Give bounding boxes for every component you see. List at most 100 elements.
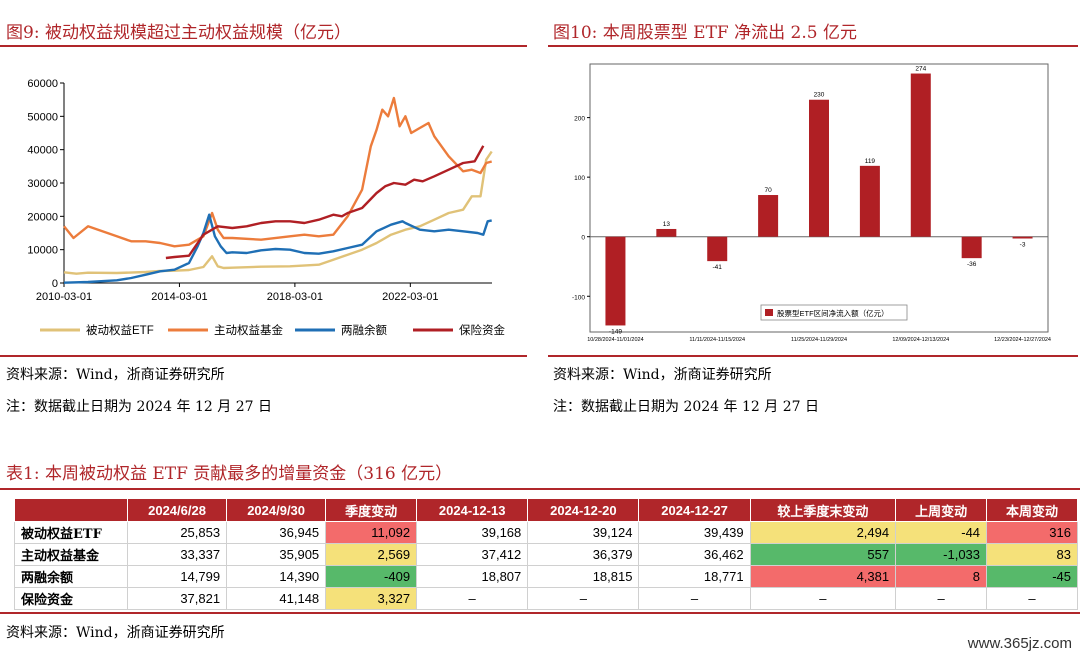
y-tick-label: 60000 — [27, 78, 58, 90]
x-tick-label: 2014-03-01 — [151, 291, 207, 303]
table1-header-cell: 上周变动 — [895, 498, 988, 522]
bar — [758, 195, 779, 237]
table1-cell: -409 — [325, 565, 418, 588]
bar — [809, 99, 829, 237]
data-label: 274 — [915, 66, 926, 73]
table1-cell: – — [986, 587, 1078, 610]
series-line-2 — [63, 96, 493, 248]
table-row: 保险资金 37,821 41,148 3,327– – – – – – — [14, 587, 1078, 610]
x-tick-label: 2018-03-01 — [267, 291, 323, 303]
table1: 2024/6/28 2024/9/30 季度变动 2024-12-13 2024… — [14, 498, 1078, 610]
x-tick-label: 2022-03-01 — [382, 291, 438, 303]
legend-swatch — [765, 309, 773, 316]
fig10-title-rule — [548, 45, 1078, 47]
legend-label: 股票型ETF区间净流入额（亿元） — [777, 308, 889, 318]
table1-cell: 557 — [749, 543, 897, 566]
table1-cell: – — [416, 587, 529, 610]
table1-row-label: 被动权益ETF — [14, 521, 128, 544]
table1-cell: 37,821 — [126, 587, 228, 610]
legend-label: 主动权益基金 — [214, 323, 283, 337]
fig10-source: 资料来源：Wind，浙商证券研究所 — [553, 367, 772, 383]
table1-cell: 11,092 — [325, 521, 418, 544]
y-tick-label: 30000 — [27, 178, 58, 190]
y-tick-label: 20000 — [27, 211, 58, 223]
bar — [656, 228, 677, 237]
table1-header-cell: 较上季度末变动 — [749, 498, 897, 522]
data-label: -41 — [713, 264, 723, 271]
data-label: 70 — [764, 187, 772, 194]
fig10-note: 注：数据截止日期为 2024 年 12 月 27 日 — [553, 399, 819, 415]
table1-cell: 33,337 — [126, 543, 228, 566]
series-line-4 — [165, 145, 485, 260]
table1-header-cell — [14, 498, 128, 522]
table1-title: 表1: 本周被动权益 ETF 贡献最多的增量资金（316 亿元） — [6, 464, 453, 484]
table1-cell: 2,494 — [749, 521, 897, 544]
table1-cell: 36,379 — [527, 543, 640, 566]
y-tick-label: 100 — [574, 175, 585, 182]
bar — [1012, 236, 1033, 239]
bar — [605, 236, 626, 326]
table1-header-cell: 本周变动 — [986, 498, 1078, 522]
table1-cell: 36,945 — [226, 521, 327, 544]
table1-cell: 8 — [895, 565, 988, 588]
table1-cell: 41,148 — [226, 587, 327, 610]
series-line-3 — [63, 213, 492, 284]
bar — [707, 236, 728, 262]
table1-header-cell: 2024/6/28 — [126, 498, 228, 522]
watermark: www.365jz.com — [967, 635, 1072, 652]
y-tick-label: 40000 — [27, 145, 58, 157]
bar — [910, 73, 931, 237]
table1-cell: 35,905 — [226, 543, 327, 566]
table1-cell: – — [895, 587, 988, 610]
table1-bottom-rule — [0, 612, 1080, 614]
fig9-title: 图9: 被动权益规模超过主动权益规模（亿元） — [6, 23, 351, 43]
fig9-chart: 0 10000 20000 30000 40000 50000 60000 2010-03-0… — [27, 78, 505, 337]
table1-header-cell: 2024/9/30 — [226, 498, 327, 522]
fig10-chart: -100 0 100 200 -149 13 -41 70 230 119 274 -36 -3 10/2… — [572, 63, 1051, 343]
table1-row-label: 两融余额 — [14, 565, 128, 588]
y-tick-label: 0 — [581, 235, 585, 242]
table1-cell: -44 — [895, 521, 988, 544]
data-label: -36 — [967, 261, 977, 268]
table1-cell: – — [527, 587, 640, 610]
table1-cell: 18,771 — [638, 565, 751, 588]
table1-cell: 37,412 — [416, 543, 529, 566]
table1-header-cell: 季度变动 — [325, 498, 418, 522]
table1-cell: – — [638, 587, 751, 610]
table1-cell: 18,807 — [416, 565, 529, 588]
table1-header-cell: 2024-12-27 — [638, 498, 751, 522]
data-label: 230 — [814, 92, 825, 99]
legend-label: 保险资金 — [459, 323, 505, 337]
table1-cell: -1,033 — [895, 543, 988, 566]
data-label: 13 — [663, 221, 671, 228]
data-label: -3 — [1020, 241, 1026, 248]
table-row: 主动权益基金 33,337 35,905 2,569 37,412 36,379 36,46… — [14, 543, 1078, 566]
y-tick-label: -100 — [572, 294, 585, 301]
legend-box — [760, 304, 908, 321]
table-row: 两融余额 14,799 14,390 -409 18,807 18,815 18,771 4,… — [14, 565, 1078, 588]
table1-header-row: 2024/6/28 2024/9/30 季度变动 2024-12-13 2024… — [14, 498, 1078, 522]
table1-cell: – — [749, 587, 897, 610]
table1-cell: 14,799 — [126, 565, 228, 588]
table1-cell: 2,569 — [325, 543, 418, 566]
data-label: 119 — [865, 158, 876, 165]
table1-cell: 39,439 — [638, 521, 751, 544]
plot-frame — [589, 63, 1049, 333]
table-row: 被动权益ETF 25,853 36,945 11,092 39,168 39,124 39,… — [14, 521, 1078, 544]
table1-cell: -45 — [986, 565, 1078, 588]
series-line-1 — [63, 150, 493, 275]
table1-title-rule — [0, 488, 1080, 490]
bar — [961, 236, 982, 259]
x-tick-label: 12/23/2024-12/27/2024 — [994, 337, 1051, 343]
y-tick-label: 10000 — [27, 245, 58, 257]
table1-cell: 83 — [986, 543, 1078, 566]
y-tick-label: 0 — [52, 278, 58, 290]
table1-cell: 3,327 — [325, 587, 418, 610]
legend-label: 两融余额 — [341, 323, 387, 337]
table1-row-label: 保险资金 — [14, 587, 128, 610]
x-tick-label: 11/11/2024-11/15/2024 — [689, 337, 745, 343]
fig10-bottom-rule — [548, 355, 1078, 357]
fig9-source: 资料来源：Wind，浙商证券研究所 — [6, 367, 225, 383]
y-tick-label: 50000 — [27, 111, 58, 123]
table1-source: 资料来源：Wind，浙商证券研究所 — [6, 625, 225, 641]
